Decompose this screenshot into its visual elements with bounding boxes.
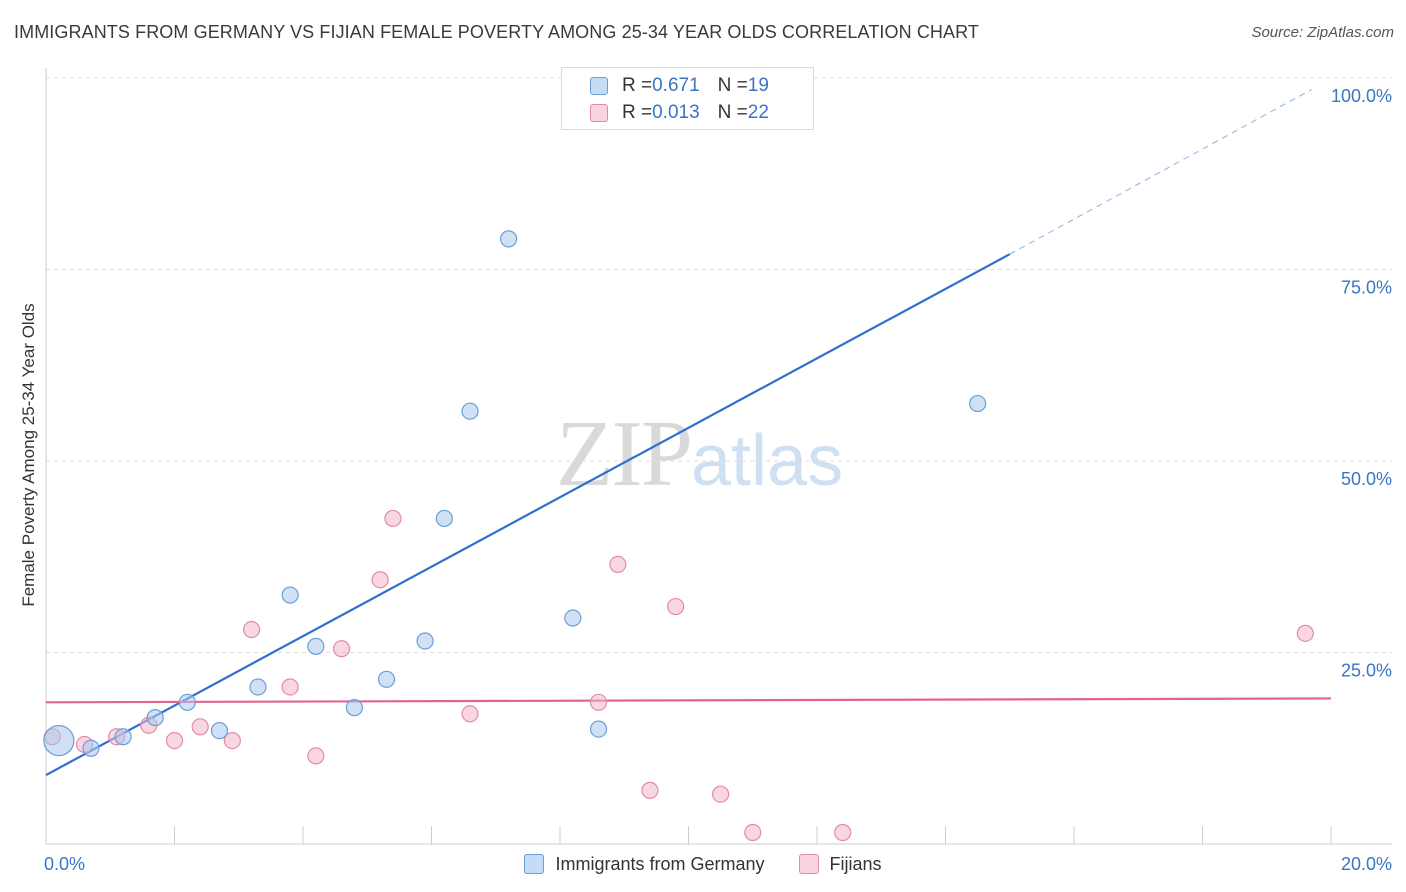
point-germany: [461, 402, 479, 420]
point-fijians: [332, 640, 351, 658]
grid: [46, 77, 1392, 653]
y-tick-label: 50.0%: [1341, 469, 1392, 489]
y-axis-label: Female Poverty Among 25-34 Year Olds: [19, 303, 38, 606]
tick-labels: 25.0% 50.0% 75.0% 100.0% 0.0% 20.0%: [44, 86, 1392, 874]
trend-extension-germany: [1009, 88, 1313, 255]
correlation-legend: R = 0.671 N = 19 R = 0.013 N = 22: [561, 67, 814, 130]
n-value: 22: [747, 102, 769, 123]
point-germany: [589, 720, 608, 738]
chart-title: IMMIGRANTS FROM GERMANY VS FIJIAN FEMALE…: [14, 22, 979, 42]
point-germany: [146, 709, 164, 727]
point-fijians: [712, 785, 730, 803]
trend-line-fijians: [45, 697, 1332, 704]
y-tick-label: 75.0%: [1341, 278, 1392, 298]
point-germany: [377, 670, 396, 688]
point-germany: [969, 394, 987, 413]
point-germany: [281, 586, 299, 604]
series-legend: Immigrants from Germany Fijians: [0, 850, 1406, 878]
point-fijians: [609, 555, 627, 574]
point-fijians: [744, 823, 762, 842]
fijians-swatch: [798, 854, 819, 874]
point-fijians: [834, 823, 852, 842]
point-germany: [43, 724, 75, 757]
point-fijians: [384, 509, 402, 528]
germany-swatch: [524, 854, 545, 874]
r-label: R =: [622, 75, 653, 96]
watermark-zip: ZIP: [556, 402, 693, 506]
axes: [45, 68, 1392, 845]
point-fijians: [461, 705, 479, 723]
y-tick-label: 100.0%: [1331, 86, 1392, 106]
point-fijians: [1296, 624, 1314, 642]
point-germany: [249, 678, 267, 696]
point-germany: [416, 632, 434, 650]
point-fijians: [589, 693, 608, 711]
point-germany: [307, 637, 325, 655]
legend-item-germany: Immigrants from Germany: [524, 853, 765, 875]
legend-row-fijians: R = 0.013 N = 22: [590, 101, 769, 125]
legend-label-germany: Immigrants from Germany: [555, 853, 765, 874]
point-fijians: [371, 571, 389, 589]
y-tick-label: 25.0%: [1341, 661, 1392, 681]
point-fijians: [281, 678, 299, 696]
legend-item-fijians: Fijians: [798, 853, 882, 875]
germany-swatch: [590, 77, 608, 95]
point-germany: [82, 739, 100, 757]
legend-row-germany: R = 0.671 N = 19: [590, 74, 769, 98]
point-germany: [178, 693, 196, 711]
point-germany: [500, 230, 518, 248]
legend-label-fijians: Fijians: [829, 853, 882, 874]
x-tick-label: 0.0%: [44, 854, 85, 874]
point-germany: [564, 609, 582, 627]
source-credit: Source: ZipAtlas.com: [1251, 24, 1394, 41]
data-points: [43, 69, 1314, 842]
point-fijians: [191, 718, 209, 736]
point-fijians: [307, 747, 325, 765]
point-fijians: [243, 620, 261, 639]
r-value: 0.013: [652, 102, 700, 123]
point-fijians: [667, 597, 685, 616]
n-label: N =: [717, 102, 748, 123]
r-value: 0.671: [652, 75, 700, 96]
trend-lines: [45, 88, 1332, 777]
point-fijians: [165, 731, 184, 750]
fijians-swatch: [590, 104, 608, 122]
point-germany: [435, 509, 453, 528]
n-value: 19: [747, 75, 769, 96]
point-germany: [114, 728, 132, 746]
point-germany: [345, 699, 363, 717]
r-label: R =: [622, 102, 653, 123]
trend-line-germany: [45, 253, 1011, 777]
point-germany: [210, 722, 229, 740]
x-tick-label: 20.0%: [1341, 854, 1392, 874]
point-fijians: [641, 781, 659, 799]
point-fijians: [223, 731, 241, 750]
n-label: N =: [717, 75, 748, 96]
